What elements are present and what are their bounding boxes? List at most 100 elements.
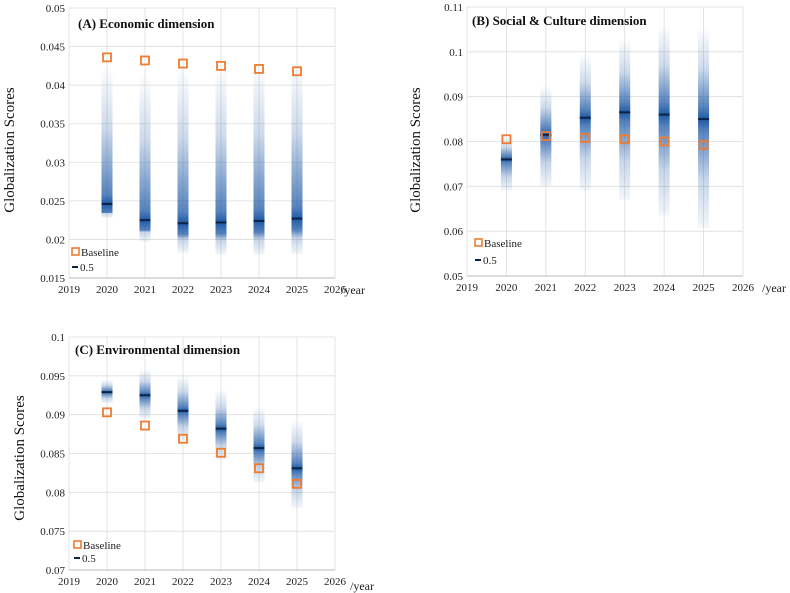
confidence-band-2025 (291, 420, 303, 508)
baseline-marker-2023 (216, 447, 226, 458)
baseline-marker-2025 (292, 66, 302, 77)
baseline-marker-2020 (102, 407, 112, 418)
x-tick-label: 2020 (495, 282, 518, 294)
y-tick-label: 0.045 (40, 42, 65, 54)
baseline-marker-2021 (140, 420, 150, 431)
legend-baseline-marker (73, 540, 82, 549)
y-tick-label: 0.08 (46, 487, 66, 499)
y-tick-label: 0.08 (444, 137, 464, 149)
legend-median-label: 0.5 (82, 553, 96, 565)
baseline-marker-2020 (102, 52, 112, 63)
panel-social-culture-xunit: /year (762, 281, 786, 295)
panel-economic-marks (101, 52, 303, 255)
panel-environmental-ylabel: Globalization Scores (12, 395, 28, 521)
legend-baseline-label: Baseline (484, 238, 522, 250)
confidence-band-2020 (101, 65, 113, 218)
panel-economic-ylabel: Globalization Scores (2, 87, 18, 213)
legend-baseline-label: Baseline (83, 540, 121, 552)
x-tick-label: 2023 (210, 284, 233, 296)
baseline-marker-2022 (580, 133, 591, 143)
confidence-band-2022 (579, 54, 591, 191)
panel-economic-legend: Baseline 0.5 (71, 247, 119, 274)
x-tick-label: 2025 (693, 282, 716, 294)
panel-environmental-marks (101, 369, 303, 508)
panel-social-culture-title: (B) Social & Culture dimension (472, 13, 647, 28)
panel-economic-ticks: 0.015 0.02 0.025 0.03 0.035 0.04 0.045 0.05 2019… (40, 3, 346, 296)
baseline-marker-2024 (659, 136, 670, 147)
x-tick-label: 2021 (134, 576, 156, 588)
y-tick-label: 0.09 (444, 92, 464, 104)
panel-environmental-xunit: /year (350, 579, 374, 593)
x-tick-label: 2026 (324, 576, 347, 588)
panel-economic: 0.015 0.02 0.025 0.03 0.035 0.04 0.045 0.05 2019… (2, 3, 365, 297)
y-tick-label: 0.05 (444, 271, 464, 283)
x-tick-label: 2024 (248, 284, 271, 296)
x-tick-label: 2025 (286, 576, 309, 588)
legend-baseline-label: Baseline (81, 247, 119, 259)
confidence-band-2024 (658, 24, 670, 216)
y-tick-label: 0.11 (444, 2, 463, 14)
panel-social-culture: 0.05 0.06 0.07 0.08 0.09 0.1 0.11 2019 2020 2021 2… (408, 2, 786, 295)
confidence-band-2025 (291, 62, 303, 255)
x-tick-label: 2023 (210, 576, 233, 588)
confidence-band-2021 (139, 73, 151, 242)
baseline-marker-2024 (254, 463, 264, 474)
confidence-band-2023 (215, 389, 227, 460)
y-tick-label: 0.075 (40, 526, 65, 538)
panel-environmental-ticks: 0.07 0.075 0.08 0.085 0.09 0.095 0.1 2019 2020 20… (40, 332, 346, 588)
x-tick-label: 2024 (248, 576, 271, 588)
y-tick-label: 0.035 (40, 119, 65, 131)
y-tick-label: 0.09 (46, 410, 66, 422)
baseline-marker-2021 (540, 131, 551, 142)
x-tick-label: 2023 (614, 282, 637, 294)
confidence-band-2025 (698, 27, 710, 229)
y-tick-label: 0.07 (46, 565, 66, 577)
y-tick-label: 0.095 (40, 371, 65, 383)
confidence-band-2021 (139, 369, 151, 419)
confidence-band-2022 (177, 65, 189, 253)
x-tick-label: 2026 (732, 282, 755, 294)
y-tick-label: 0.03 (46, 157, 66, 169)
x-tick-label: 2022 (172, 576, 194, 588)
legend-median-label: 0.5 (80, 262, 94, 274)
y-tick-label: 0.085 (40, 449, 65, 461)
confidence-band-2023 (619, 38, 631, 200)
panel-social-culture-legend: Baseline 0.5 (474, 238, 522, 267)
baseline-marker-2024 (254, 64, 264, 74)
x-tick-label: 2020 (96, 284, 119, 296)
y-tick-label: 0.015 (40, 273, 65, 285)
x-tick-label: 2020 (96, 576, 119, 588)
legend-baseline-marker (474, 238, 483, 247)
confidence-band-2024 (253, 62, 265, 255)
y-tick-label: 0.025 (40, 196, 65, 208)
y-tick-label: 0.04 (46, 80, 66, 92)
baseline-marker-2023 (619, 134, 630, 145)
panel-social-culture-marks (500, 24, 710, 229)
x-tick-label: 2019 (58, 576, 81, 588)
panel-environmental-title: (C) Environmental dimension (75, 342, 241, 357)
panel-social-culture-ticks: 0.05 0.06 0.07 0.08 0.09 0.1 0.11 2019 2020 2021 2… (444, 2, 755, 294)
x-tick-label: 2024 (653, 282, 676, 294)
panel-social-culture-ylabel: Globalization Scores (408, 87, 424, 213)
confidence-band-2020 (500, 137, 512, 191)
confidence-band-2022 (177, 375, 189, 441)
y-tick-label: 0.07 (444, 181, 464, 193)
panel-environmental-legend: Baseline 0.5 (73, 540, 121, 565)
baseline-marker-2022 (178, 433, 188, 444)
x-tick-label: 2022 (574, 282, 596, 294)
baseline-marker-2025 (292, 478, 302, 489)
panel-economic-title: (A) Economic dimension (78, 16, 215, 31)
x-tick-label: 2019 (456, 282, 479, 294)
legend-baseline-marker (71, 247, 80, 256)
confidence-band-2023 (215, 65, 227, 255)
x-tick-label: 2021 (535, 282, 557, 294)
y-tick-label: 0.1 (449, 47, 463, 59)
x-tick-label: 2026 (324, 284, 347, 296)
baseline-marker-2022 (178, 58, 188, 69)
x-tick-label: 2022 (172, 284, 194, 296)
x-tick-label: 2019 (58, 284, 81, 296)
y-tick-label: 0.05 (46, 3, 66, 15)
baseline-marker-2021 (140, 55, 150, 66)
baseline-marker-2020 (501, 134, 512, 145)
